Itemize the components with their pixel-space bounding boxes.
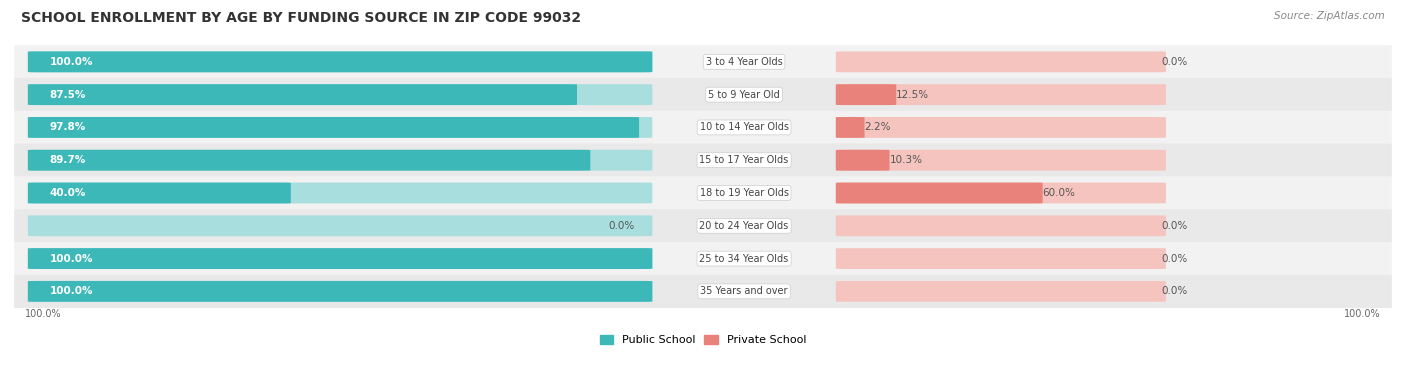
- Text: 10 to 14 Year Olds: 10 to 14 Year Olds: [700, 123, 789, 132]
- Text: SCHOOL ENROLLMENT BY AGE BY FUNDING SOURCE IN ZIP CODE 99032: SCHOOL ENROLLMENT BY AGE BY FUNDING SOUR…: [21, 11, 581, 25]
- FancyBboxPatch shape: [28, 248, 652, 269]
- Text: 0.0%: 0.0%: [1161, 57, 1188, 67]
- Text: 97.8%: 97.8%: [49, 123, 86, 132]
- FancyBboxPatch shape: [835, 84, 896, 105]
- FancyBboxPatch shape: [835, 51, 1166, 72]
- FancyBboxPatch shape: [28, 117, 640, 138]
- Text: 10.3%: 10.3%: [890, 155, 922, 165]
- Text: 15 to 17 Year Olds: 15 to 17 Year Olds: [699, 155, 789, 165]
- Text: 100.0%: 100.0%: [49, 57, 93, 67]
- FancyBboxPatch shape: [28, 281, 652, 302]
- FancyBboxPatch shape: [28, 150, 591, 171]
- Legend: Public School, Private School: Public School, Private School: [595, 330, 811, 349]
- Text: 100.0%: 100.0%: [25, 310, 62, 319]
- Text: 100.0%: 100.0%: [49, 287, 93, 296]
- FancyBboxPatch shape: [14, 275, 1392, 308]
- FancyBboxPatch shape: [28, 117, 652, 138]
- FancyBboxPatch shape: [28, 51, 652, 72]
- Text: 20 to 24 Year Olds: 20 to 24 Year Olds: [699, 221, 789, 231]
- FancyBboxPatch shape: [835, 182, 1166, 204]
- Text: Source: ZipAtlas.com: Source: ZipAtlas.com: [1274, 11, 1385, 21]
- FancyBboxPatch shape: [835, 150, 1166, 171]
- Text: 60.0%: 60.0%: [1043, 188, 1076, 198]
- Text: 100.0%: 100.0%: [49, 254, 93, 264]
- Text: 0.0%: 0.0%: [1161, 254, 1188, 264]
- FancyBboxPatch shape: [28, 215, 652, 236]
- FancyBboxPatch shape: [28, 182, 652, 204]
- FancyBboxPatch shape: [14, 45, 1392, 78]
- FancyBboxPatch shape: [28, 84, 576, 105]
- FancyBboxPatch shape: [14, 242, 1392, 275]
- Text: 0.0%: 0.0%: [609, 221, 634, 231]
- FancyBboxPatch shape: [835, 248, 1166, 269]
- Text: 100.0%: 100.0%: [1344, 310, 1381, 319]
- Text: 2.2%: 2.2%: [865, 123, 891, 132]
- FancyBboxPatch shape: [14, 111, 1392, 144]
- Text: 40.0%: 40.0%: [49, 188, 86, 198]
- Text: 3 to 4 Year Olds: 3 to 4 Year Olds: [706, 57, 783, 67]
- FancyBboxPatch shape: [28, 182, 291, 204]
- FancyBboxPatch shape: [835, 117, 1166, 138]
- FancyBboxPatch shape: [28, 150, 652, 171]
- Text: 89.7%: 89.7%: [49, 155, 86, 165]
- FancyBboxPatch shape: [28, 84, 652, 105]
- FancyBboxPatch shape: [28, 248, 652, 269]
- FancyBboxPatch shape: [835, 117, 865, 138]
- FancyBboxPatch shape: [28, 281, 652, 302]
- FancyBboxPatch shape: [14, 144, 1392, 177]
- Text: 18 to 19 Year Olds: 18 to 19 Year Olds: [700, 188, 789, 198]
- FancyBboxPatch shape: [835, 215, 1166, 236]
- Text: 25 to 34 Year Olds: 25 to 34 Year Olds: [699, 254, 789, 264]
- FancyBboxPatch shape: [835, 150, 890, 171]
- FancyBboxPatch shape: [14, 209, 1392, 242]
- Text: 87.5%: 87.5%: [49, 90, 86, 100]
- FancyBboxPatch shape: [28, 51, 652, 72]
- FancyBboxPatch shape: [835, 281, 1166, 302]
- FancyBboxPatch shape: [14, 78, 1392, 111]
- Text: 12.5%: 12.5%: [896, 90, 929, 100]
- Text: 35 Years and over: 35 Years and over: [700, 287, 787, 296]
- Text: 0.0%: 0.0%: [1161, 221, 1188, 231]
- Text: 0.0%: 0.0%: [1161, 287, 1188, 296]
- FancyBboxPatch shape: [835, 182, 1043, 204]
- Text: 5 to 9 Year Old: 5 to 9 Year Old: [709, 90, 780, 100]
- FancyBboxPatch shape: [835, 84, 1166, 105]
- FancyBboxPatch shape: [14, 176, 1392, 210]
